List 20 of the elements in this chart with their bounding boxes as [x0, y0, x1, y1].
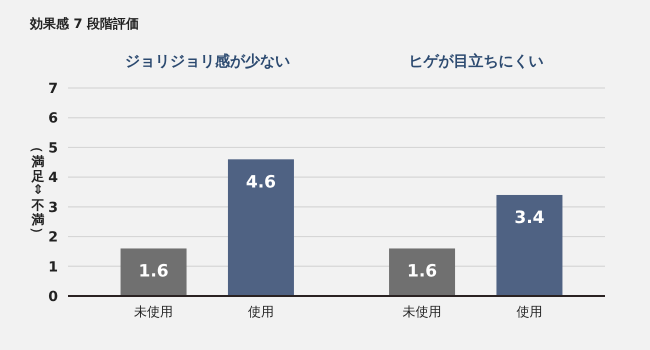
x-tick-label: 未使用	[402, 305, 442, 320]
y-tick-label: 3	[48, 200, 58, 216]
y-tick-label: 0	[48, 289, 58, 305]
data-label: 3.4	[514, 208, 545, 228]
y-tick-label: 2	[48, 230, 58, 246]
y-tick-label: 1	[48, 259, 58, 276]
y-tick-label: 7	[48, 81, 58, 97]
y-tick-label: 5	[48, 140, 58, 156]
y-tick-label: 4	[48, 170, 58, 186]
x-tick-label: 未使用	[134, 305, 174, 320]
chart-title: ジョリジョリ感が少ない	[124, 52, 290, 70]
x-tick-label: 使用	[248, 305, 274, 320]
y-tick-label: 6	[48, 110, 58, 127]
data-label: 1.6	[138, 261, 169, 282]
data-label: 4.6	[246, 172, 276, 192]
chart-title: ヒゲが目立ちにくい	[408, 52, 544, 70]
x-tick-label: 使用	[516, 305, 542, 320]
data-label: 1.6	[406, 261, 438, 282]
text: 効果感 7 段階評価	[29, 16, 140, 32]
y-axis-title: （満足⇔不満）	[29, 140, 46, 240]
